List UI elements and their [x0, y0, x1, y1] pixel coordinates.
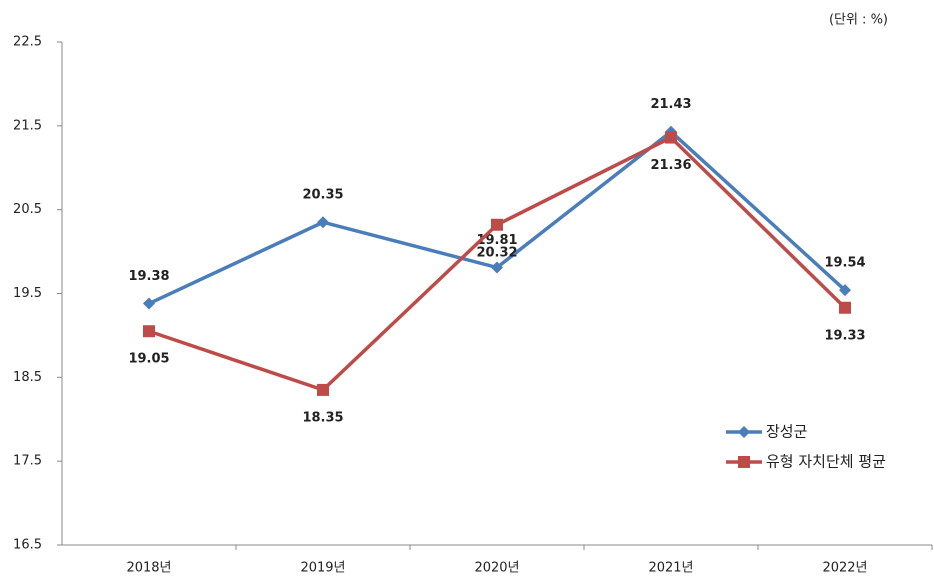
data-point	[491, 218, 503, 231]
y-tick-label: 22.5	[13, 35, 42, 50]
y-tick-label: 21.5	[13, 118, 42, 133]
data-label: 21.43	[650, 97, 691, 112]
legend-marker	[738, 426, 750, 438]
data-label: 19.38	[128, 269, 169, 284]
data-label: 20.32	[476, 245, 517, 260]
y-tick-label: 18.5	[13, 370, 42, 385]
legend-label: 장성군	[766, 423, 808, 441]
data-point	[317, 216, 329, 229]
data-point	[839, 301, 851, 314]
legend-marker	[738, 456, 750, 468]
x-tick-label: 2018년	[126, 561, 171, 576]
unit-label: (단위 : %)	[829, 13, 888, 28]
y-tick-label: 20.5	[13, 202, 42, 217]
data-point	[491, 261, 503, 274]
x-tick-label: 2019년	[300, 561, 345, 576]
y-tick-label: 19.5	[13, 286, 42, 301]
y-tick-label: 16.5	[13, 538, 42, 553]
legend-label: 유형 자치단체 평균	[766, 453, 886, 471]
y-tick-label: 17.5	[13, 454, 42, 469]
data-point	[839, 284, 851, 297]
data-point	[665, 131, 677, 144]
x-tick-label: 2021년	[648, 561, 693, 576]
data-label: 21.36	[650, 158, 691, 173]
data-label: 19.05	[128, 352, 169, 367]
data-label: 19.54	[824, 256, 865, 271]
series-line	[148, 129, 847, 306]
x-tick-label: 2022년	[822, 561, 867, 576]
data-label: 18.35	[302, 410, 343, 425]
data-point	[143, 297, 155, 310]
x-tick-label: 2020년	[474, 561, 519, 576]
data-point	[317, 383, 329, 396]
data-point	[143, 325, 155, 338]
data-label: 19.33	[824, 328, 865, 343]
data-label: 20.35	[302, 188, 343, 203]
